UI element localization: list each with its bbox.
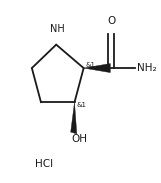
Text: OH: OH	[71, 134, 87, 144]
Text: &1: &1	[76, 102, 86, 108]
Polygon shape	[71, 102, 77, 134]
Polygon shape	[84, 64, 110, 73]
Text: NH₂: NH₂	[137, 63, 157, 73]
Text: O: O	[108, 16, 116, 26]
Text: &1: &1	[86, 62, 96, 68]
Text: HCl: HCl	[35, 159, 53, 169]
Text: NH: NH	[50, 24, 64, 34]
